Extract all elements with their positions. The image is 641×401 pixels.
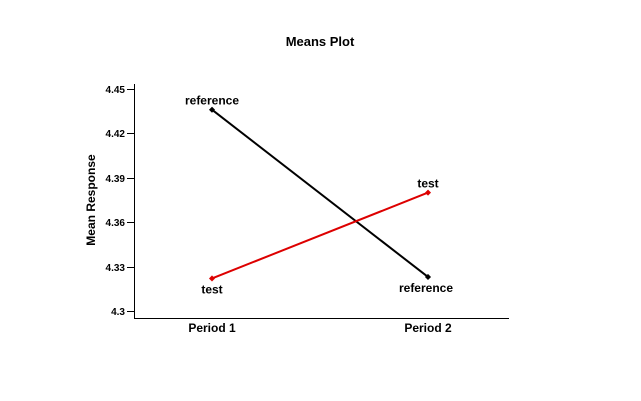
- point-label-reference: reference: [399, 281, 453, 295]
- data-point-test: [424, 189, 432, 196]
- y-tick-label: 4.3: [111, 307, 125, 318]
- y-tick-label: 4.36: [106, 218, 126, 229]
- y-tick-label: 4.42: [106, 129, 126, 140]
- x-category-label: Period 1: [188, 321, 236, 335]
- series-line-test: [211, 191, 429, 280]
- x-categories: Period 1 Period 2: [188, 321, 452, 335]
- series-group: reference reference test test: [185, 94, 453, 297]
- y-axis-label: Mean Response: [84, 154, 98, 246]
- x-category-label: Period 2: [404, 321, 452, 335]
- y-tick-label: 4.39: [106, 174, 126, 185]
- y-tick-label: 4.33: [106, 263, 126, 274]
- point-label-test: test: [417, 177, 438, 191]
- point-label-test: test: [201, 282, 222, 296]
- chart-title: Means Plot: [286, 34, 355, 49]
- y-ticks: 4.3 4.33 4.36 4.39 4.42 4.45: [106, 85, 134, 318]
- point-label-reference: reference: [185, 94, 239, 108]
- y-tick-label: 4.45: [106, 85, 126, 96]
- series-line-reference: [211, 108, 429, 278]
- data-point-test: [208, 275, 216, 282]
- data-point-reference: [208, 106, 216, 113]
- data-point-reference: [424, 273, 432, 280]
